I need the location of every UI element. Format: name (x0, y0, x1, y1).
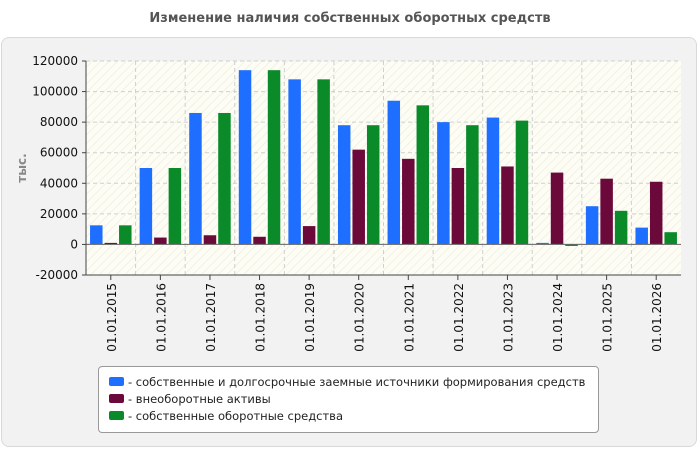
legend-label: - собственные оборотные средства (128, 408, 344, 423)
x-tick-label: 01.01.2024 (551, 283, 565, 352)
x-tick-label: 01.01.2026 (650, 283, 664, 352)
y-tick-label: 80000 (40, 115, 78, 129)
bar (635, 227, 648, 245)
bar (366, 125, 380, 245)
legend-label: - собственные и долгосрочные заемные ист… (128, 374, 586, 389)
y-tick-label: 60000 (40, 146, 78, 160)
y-tick-label: 120000 (32, 54, 78, 68)
x-tick-label: 01.01.2021 (402, 283, 416, 352)
y-axis-label: тыс. (15, 153, 29, 182)
x-tick-label: 01.01.2016 (154, 283, 168, 352)
bar (565, 244, 578, 246)
bar (600, 178, 613, 245)
bar (451, 168, 465, 245)
legend-item: - собственные оборотные средства (109, 407, 598, 424)
x-tick-label: 01.01.2017 (204, 283, 218, 352)
x-tick-label: 01.01.2022 (452, 283, 466, 352)
bar (302, 226, 316, 245)
x-tick-label: 01.01.2020 (353, 283, 367, 352)
bar (416, 105, 430, 245)
bar (168, 168, 182, 245)
bar (288, 79, 301, 245)
bar (104, 242, 118, 245)
x-tick-label: 01.01.2018 (254, 283, 268, 352)
bar (501, 166, 514, 245)
legend-swatch (109, 394, 124, 403)
y-tick-label: 0 (70, 237, 78, 251)
bar (238, 70, 252, 245)
x-tick-label: 01.01.2015 (105, 283, 119, 352)
bar (585, 206, 599, 245)
x-tick-label: 01.01.2023 (501, 283, 515, 352)
y-tick-label: 20000 (40, 207, 78, 221)
bar (664, 232, 677, 245)
bar (550, 172, 564, 245)
bar (203, 235, 217, 245)
bar (649, 181, 663, 245)
y-tick-label: -20000 (35, 268, 78, 282)
bar (267, 70, 281, 245)
bar (317, 79, 330, 245)
chart-title: Изменение наличия собственных оборотных … (149, 11, 551, 26)
bar (614, 210, 628, 245)
legend-swatch (109, 377, 124, 386)
bar (253, 236, 266, 245)
bar (139, 168, 153, 245)
bar (189, 112, 202, 245)
bar (515, 120, 529, 245)
legend-item: - собственные и долгосрочные заемные ист… (109, 373, 598, 390)
bar (486, 117, 500, 245)
legend-label: - внеоборотные активы (128, 391, 271, 406)
legend: - собственные и долгосрочные заемные ист… (98, 366, 599, 433)
bar (466, 125, 479, 245)
bar (352, 149, 365, 245)
bar (437, 122, 450, 245)
bar (402, 158, 415, 245)
bar (387, 100, 401, 245)
bar (218, 112, 231, 245)
bar (154, 237, 167, 245)
x-tick-label: 01.01.2025 (601, 283, 615, 352)
legend-item: - внеоборотные активы (109, 390, 598, 407)
y-tick-label: 100000 (32, 85, 78, 99)
y-tick-label: 40000 (40, 176, 78, 190)
bar (119, 225, 132, 245)
bar (337, 125, 351, 245)
bar (536, 242, 549, 245)
legend-swatch (109, 411, 124, 420)
x-tick-label: 01.01.2019 (303, 283, 317, 352)
bar (90, 225, 103, 245)
